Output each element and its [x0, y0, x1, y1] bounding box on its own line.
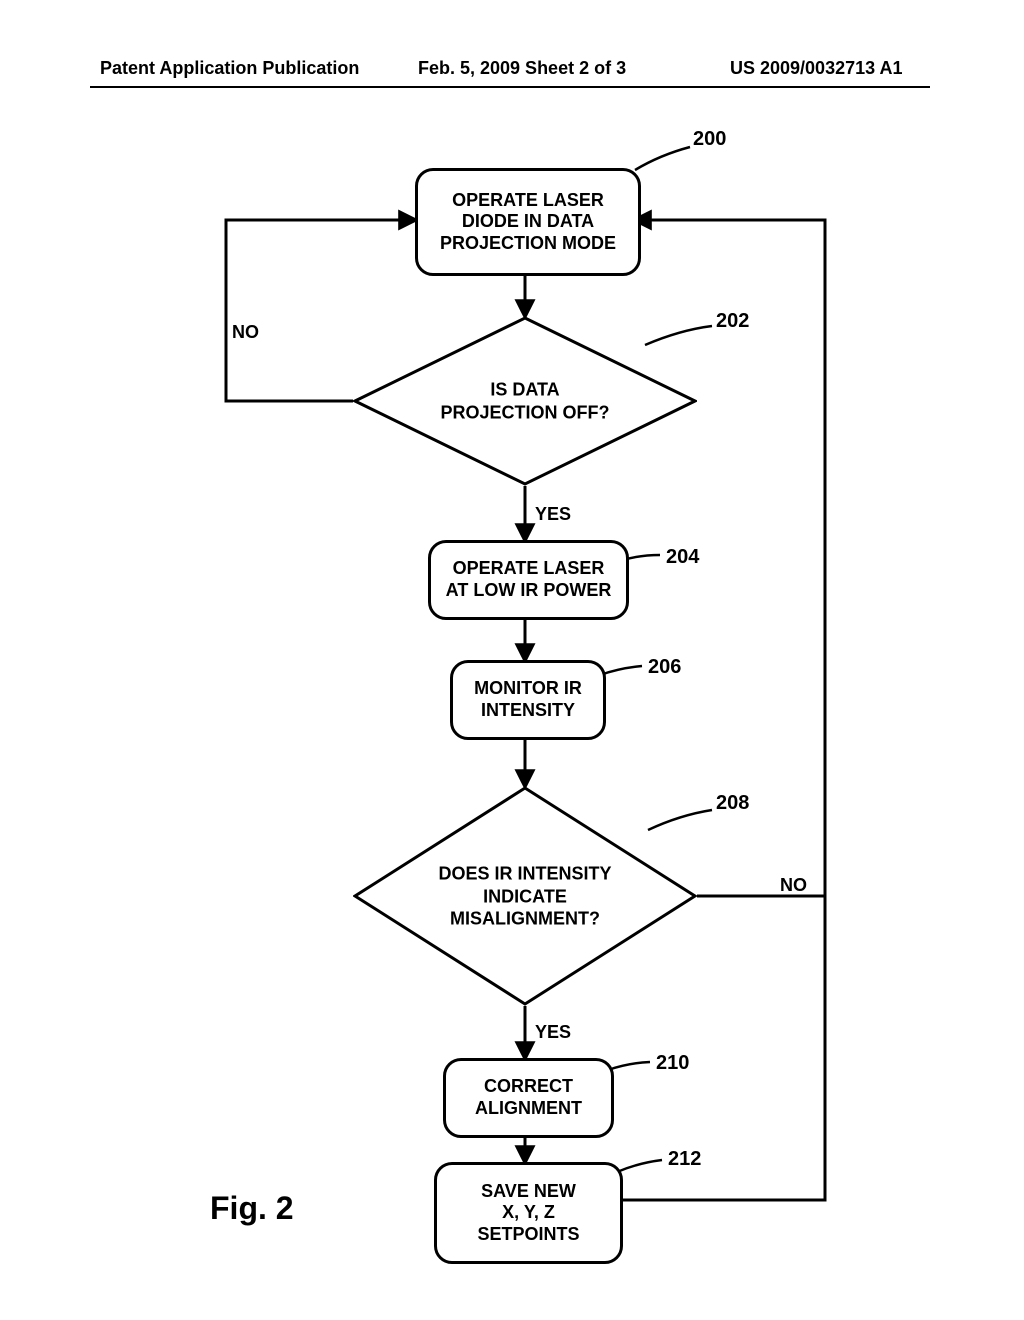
- decision-208-text: DOES IR INTENSITY INDICATE MISALIGNMENT?: [353, 862, 697, 930]
- process-212: SAVE NEW X, Y, Z SETPOINTS: [434, 1162, 623, 1264]
- label-no-202: NO: [232, 322, 259, 343]
- ref-206: 206: [648, 656, 681, 679]
- ref-200: 200: [693, 128, 726, 151]
- process-210: CORRECT ALIGNMENT: [443, 1058, 614, 1138]
- label-yes-208: YES: [535, 1022, 571, 1043]
- decision-202-text: IS DATA PROJECTION OFF?: [353, 379, 697, 424]
- process-204: OPERATE LASER AT LOW IR POWER: [428, 540, 629, 620]
- label-yes-202: YES: [535, 504, 571, 525]
- label-no-208: NO: [780, 875, 807, 896]
- ref-210: 210: [656, 1052, 689, 1075]
- process-204-text: OPERATE LASER AT LOW IR POWER: [446, 558, 612, 601]
- ref-212: 212: [668, 1148, 701, 1171]
- process-206-text: MONITOR IR INTENSITY: [474, 678, 582, 721]
- ref-204: 204: [666, 546, 699, 569]
- page: Patent Application Publication Feb. 5, 2…: [0, 0, 1024, 1320]
- decision-202: IS DATA PROJECTION OFF?: [353, 316, 697, 486]
- process-200: OPERATE LASER DIODE IN DATA PROJECTION M…: [415, 168, 641, 276]
- process-206: MONITOR IR INTENSITY: [450, 660, 606, 740]
- process-200-text: OPERATE LASER DIODE IN DATA PROJECTION M…: [440, 190, 616, 255]
- decision-208: DOES IR INTENSITY INDICATE MISALIGNMENT?: [353, 786, 697, 1006]
- figure-label: Fig. 2: [210, 1190, 294, 1227]
- process-212-text: SAVE NEW X, Y, Z SETPOINTS: [477, 1181, 579, 1246]
- ref-202: 202: [716, 310, 749, 333]
- process-210-text: CORRECT ALIGNMENT: [475, 1076, 582, 1119]
- ref-208: 208: [716, 792, 749, 815]
